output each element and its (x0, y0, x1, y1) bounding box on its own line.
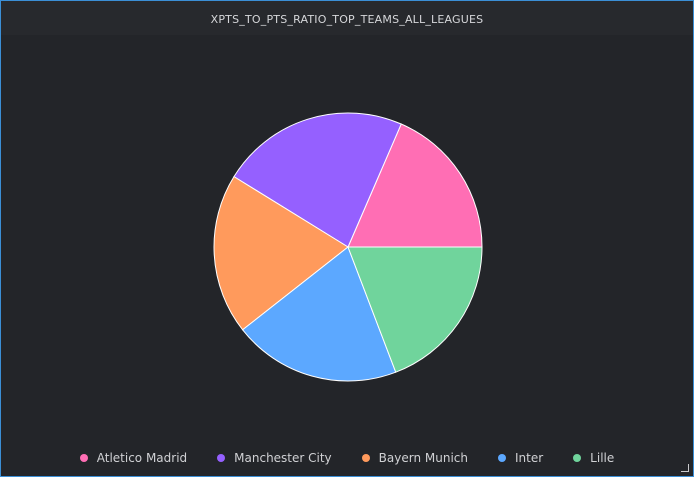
legend-label: Bayern Munich (378, 451, 468, 465)
legend-swatch-icon (79, 454, 88, 462)
chart-title: XPTS_TO_PTS_RATIO_TOP_TEAMS_ALL_LEAGUES (210, 13, 484, 26)
pie-slice-bayern-munich[interactable] (213, 175, 349, 331)
chart-legend: Atletico Madrid Manchester City Bayern Mun… (1, 451, 693, 465)
legend-label: Inter (515, 451, 544, 465)
pie-slice-manchester-city[interactable] (233, 112, 402, 248)
legend-swatch-icon (498, 454, 506, 462)
legend-item-lille[interactable]: Lille (573, 451, 614, 465)
legend-item-bayern-munich[interactable]: Bayern Munich (361, 451, 468, 465)
legend-label: Atletico Madrid (96, 451, 188, 465)
legend-swatch-icon (361, 454, 370, 462)
pie-chart (213, 112, 483, 382)
panel-header: XPTS_TO_PTS_RATIO_TOP_TEAMS_ALL_LEAGUES (1, 1, 693, 35)
legend-item-manchester-city[interactable]: Manchester City (217, 451, 332, 465)
resize-corner-icon[interactable] (681, 464, 689, 472)
legend-item-inter[interactable]: Inter (498, 451, 543, 465)
legend-item-atletico-madrid[interactable]: Atletico Madrid (79, 451, 188, 465)
pie-slice-atletico-madrid[interactable] (347, 123, 483, 248)
legend-label: Lille (590, 451, 615, 465)
legend-swatch-icon (217, 454, 226, 462)
legend-swatch-icon (573, 454, 582, 462)
pie-slice-inter[interactable] (241, 246, 397, 382)
pie-slice-lille[interactable] (347, 246, 483, 373)
legend-label: Manchester City (234, 451, 332, 465)
